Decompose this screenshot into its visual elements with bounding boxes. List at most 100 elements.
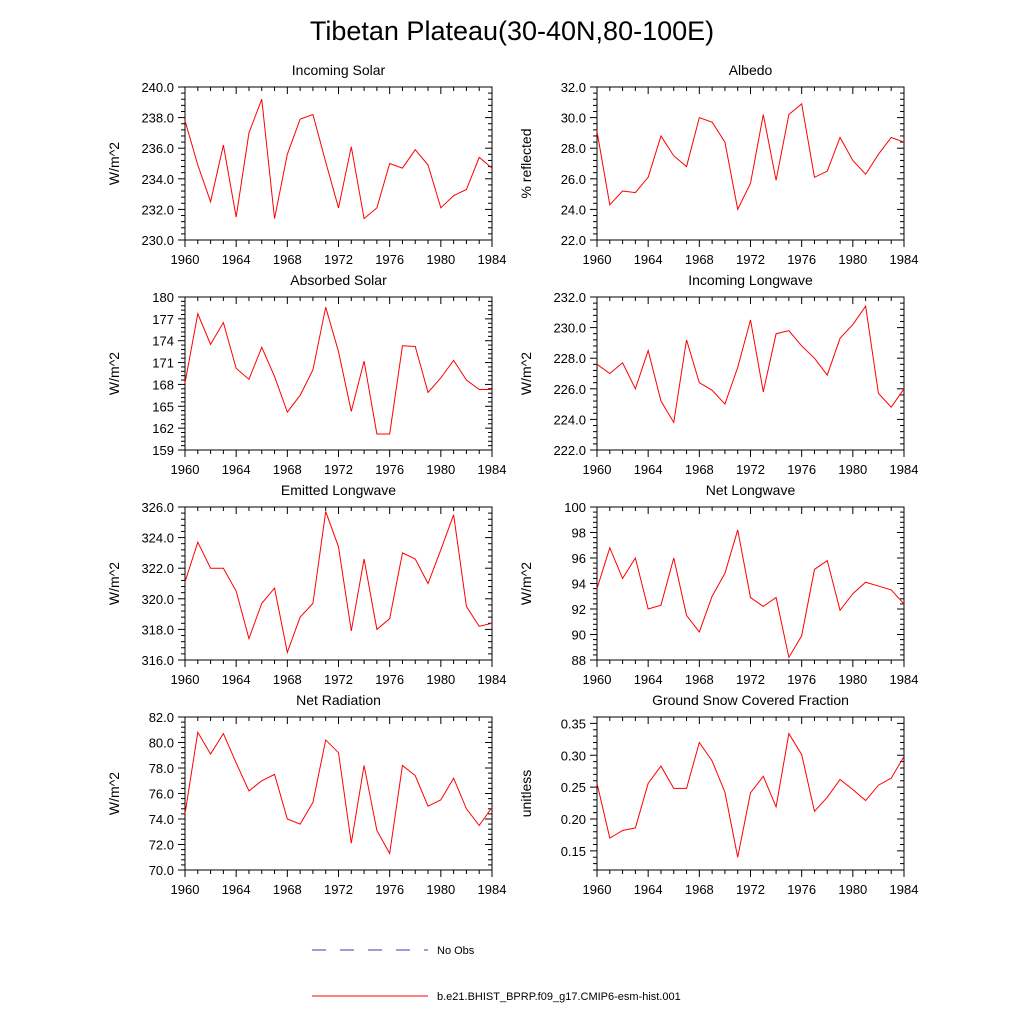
net-radiation-ytick-label: 70.0 — [149, 863, 174, 878]
absorbed-solar-xtick-label: 1968 — [273, 462, 302, 477]
incoming-longwave-xtick-label: 1968 — [685, 462, 714, 477]
incoming-solar-series-line — [184, 99, 493, 220]
incoming-solar-frame — [184, 86, 493, 241]
panel-net-longwave: Net Longwave W/m^2 1960 1964 1968 1972 1976 198… — [518, 482, 918, 687]
absorbed-solar-ytick-label: 165 — [152, 399, 174, 414]
net-radiation-ytick-label: 80.0 — [149, 736, 174, 751]
ground-snow-covered-fraction-xtick-label: 1984 — [890, 882, 919, 897]
absorbed-solar-ytick-label: 174 — [152, 334, 174, 349]
absorbed-solar-series-line — [184, 307, 492, 435]
emitted-longwave-xtick-label: 1984 — [478, 672, 507, 687]
emitted-longwave-ytick-label: 316.0 — [141, 653, 174, 668]
net-longwave-xtick-label: 1972 — [736, 672, 765, 687]
absorbed-solar-ylabel: W/m^2 — [106, 352, 122, 395]
emitted-longwave-series-line — [184, 511, 493, 655]
net-radiation-title: Net Radiation — [296, 692, 381, 708]
net-longwave-xtick-label: 1968 — [685, 672, 714, 687]
legend: No Obs b.e21.BHIST_BPRP.f09_g17.CMIP6-es… — [312, 945, 681, 1003]
net-radiation-xtick-label: 1984 — [478, 882, 507, 897]
net-longwave-xtick-label: 1964 — [634, 672, 663, 687]
figure-title: Tibetan Plateau(30-40N,80-100E) — [310, 16, 714, 46]
net-radiation-frame — [184, 716, 493, 871]
absorbed-solar-xtick-label: 1964 — [222, 462, 251, 477]
absorbed-solar-title: Absorbed Solar — [290, 272, 387, 288]
ground-snow-covered-fraction-xtick-label: 1968 — [685, 882, 714, 897]
panel-incoming-solar: Incoming Solar W/m^2 1960 1964 1968 1972 1976 1… — [106, 62, 506, 267]
incoming-solar-xtick-label: 1980 — [426, 252, 455, 267]
incoming-longwave-ytick-label: 232.0 — [553, 290, 586, 305]
net-longwave-ytick-label: 94 — [572, 577, 586, 592]
absorbed-solar-xtick-label: 1960 — [171, 462, 200, 477]
ground-snow-covered-fraction-xtick-label: 1964 — [634, 882, 663, 897]
incoming-longwave-ytick-label: 222.0 — [553, 443, 586, 458]
incoming-solar-xtick-label: 1972 — [324, 252, 353, 267]
incoming-solar-ytick-label: 240.0 — [141, 80, 174, 95]
net-longwave-ytick-label: 92 — [572, 602, 586, 617]
albedo-series-line — [596, 102, 905, 211]
emitted-longwave-title: Emitted Longwave — [281, 482, 396, 498]
absorbed-solar-ytick-label: 171 — [152, 356, 174, 371]
incoming-longwave-xtick-label: 1972 — [736, 462, 765, 477]
absorbed-solar-frame — [184, 296, 493, 451]
net-longwave-xtick-label: 1960 — [583, 672, 612, 687]
incoming-solar-ytick-label: 236.0 — [141, 141, 174, 156]
net-longwave-ytick-label: 96 — [572, 551, 586, 566]
net-longwave-frame — [596, 506, 905, 661]
incoming-longwave-xtick-label: 1960 — [583, 462, 612, 477]
net-radiation-xtick-label: 1980 — [426, 882, 455, 897]
albedo-xtick-label: 1964 — [634, 252, 663, 267]
emitted-longwave-frame — [184, 506, 493, 661]
ground-snow-covered-fraction-ytick-label: 0.15 — [561, 844, 586, 859]
incoming-longwave-ylabel: W/m^2 — [518, 352, 534, 395]
absorbed-solar-ytick-label: 177 — [152, 312, 174, 327]
emitted-longwave-ytick-label: 324.0 — [141, 531, 174, 546]
net-longwave-ytick-label: 98 — [572, 526, 586, 541]
emitted-longwave-ytick-label: 320.0 — [141, 592, 174, 607]
net-radiation-ytick-label: 78.0 — [149, 761, 174, 776]
net-radiation-xtick-label: 1976 — [375, 882, 404, 897]
incoming-solar-xtick-label: 1984 — [478, 252, 507, 267]
emitted-longwave-xtick-label: 1968 — [273, 672, 302, 687]
incoming-solar-xtick-label: 1960 — [171, 252, 200, 267]
ground-snow-covered-fraction-xtick-label: 1976 — [787, 882, 816, 897]
ground-snow-covered-fraction-xtick-label: 1980 — [838, 882, 867, 897]
emitted-longwave-xtick-label: 1972 — [324, 672, 353, 687]
net-radiation-xtick-label: 1960 — [171, 882, 200, 897]
panel-emitted-longwave: Emitted Longwave W/m^2 1960 1964 1968 1972 197… — [106, 482, 506, 687]
albedo-ytick-label: 24.0 — [561, 202, 586, 217]
panel-ground-snow-covered-fraction: Ground Snow Covered Fraction unitless 1960… — [518, 692, 918, 897]
panels: Incoming Solar W/m^2 1960 1964 1968 1972 1976 1… — [106, 62, 918, 897]
incoming-longwave-ytick-label: 230.0 — [553, 321, 586, 336]
net-radiation-ytick-label: 76.0 — [149, 787, 174, 802]
incoming-solar-xtick-label: 1964 — [222, 252, 251, 267]
emitted-longwave-xtick-label: 1980 — [426, 672, 455, 687]
incoming-solar-title: Incoming Solar — [292, 62, 386, 78]
incoming-longwave-ytick-label: 224.0 — [553, 412, 586, 427]
albedo-ytick-label: 32.0 — [561, 80, 586, 95]
ground-snow-covered-fraction-ytick-label: 0.25 — [561, 780, 586, 795]
incoming-longwave-ytick-label: 228.0 — [553, 351, 586, 366]
absorbed-solar-xtick-label: 1972 — [324, 462, 353, 477]
albedo-ytick-label: 28.0 — [561, 141, 586, 156]
panel-incoming-longwave: Incoming Longwave W/m^2 1960 1964 1968 1972 19… — [518, 272, 918, 477]
emitted-longwave-ylabel: W/m^2 — [106, 562, 122, 605]
absorbed-solar-xtick-label: 1976 — [375, 462, 404, 477]
legend-label-no-obs: No Obs — [437, 945, 475, 957]
net-longwave-xtick-label: 1984 — [890, 672, 919, 687]
incoming-longwave-xtick-label: 1976 — [787, 462, 816, 477]
absorbed-solar-ytick-label: 168 — [152, 377, 174, 392]
albedo-xtick-label: 1984 — [890, 252, 919, 267]
net-longwave-title: Net Longwave — [706, 482, 796, 498]
net-longwave-xtick-label: 1976 — [787, 672, 816, 687]
ground-snow-covered-fraction-series-line — [596, 732, 905, 858]
ground-snow-covered-fraction-ytick-label: 0.30 — [561, 748, 586, 763]
emitted-longwave-xtick-label: 1960 — [171, 672, 200, 687]
emitted-longwave-xtick-label: 1976 — [375, 672, 404, 687]
incoming-solar-xtick-label: 1976 — [375, 252, 404, 267]
incoming-longwave-xtick-label: 1964 — [634, 462, 663, 477]
absorbed-solar-ytick-label: 162 — [152, 421, 174, 436]
absorbed-solar-ytick-label: 159 — [152, 443, 174, 458]
incoming-solar-ytick-label: 230.0 — [141, 233, 174, 248]
net-longwave-ytick-label: 90 — [572, 628, 586, 643]
albedo-xtick-label: 1980 — [838, 252, 867, 267]
